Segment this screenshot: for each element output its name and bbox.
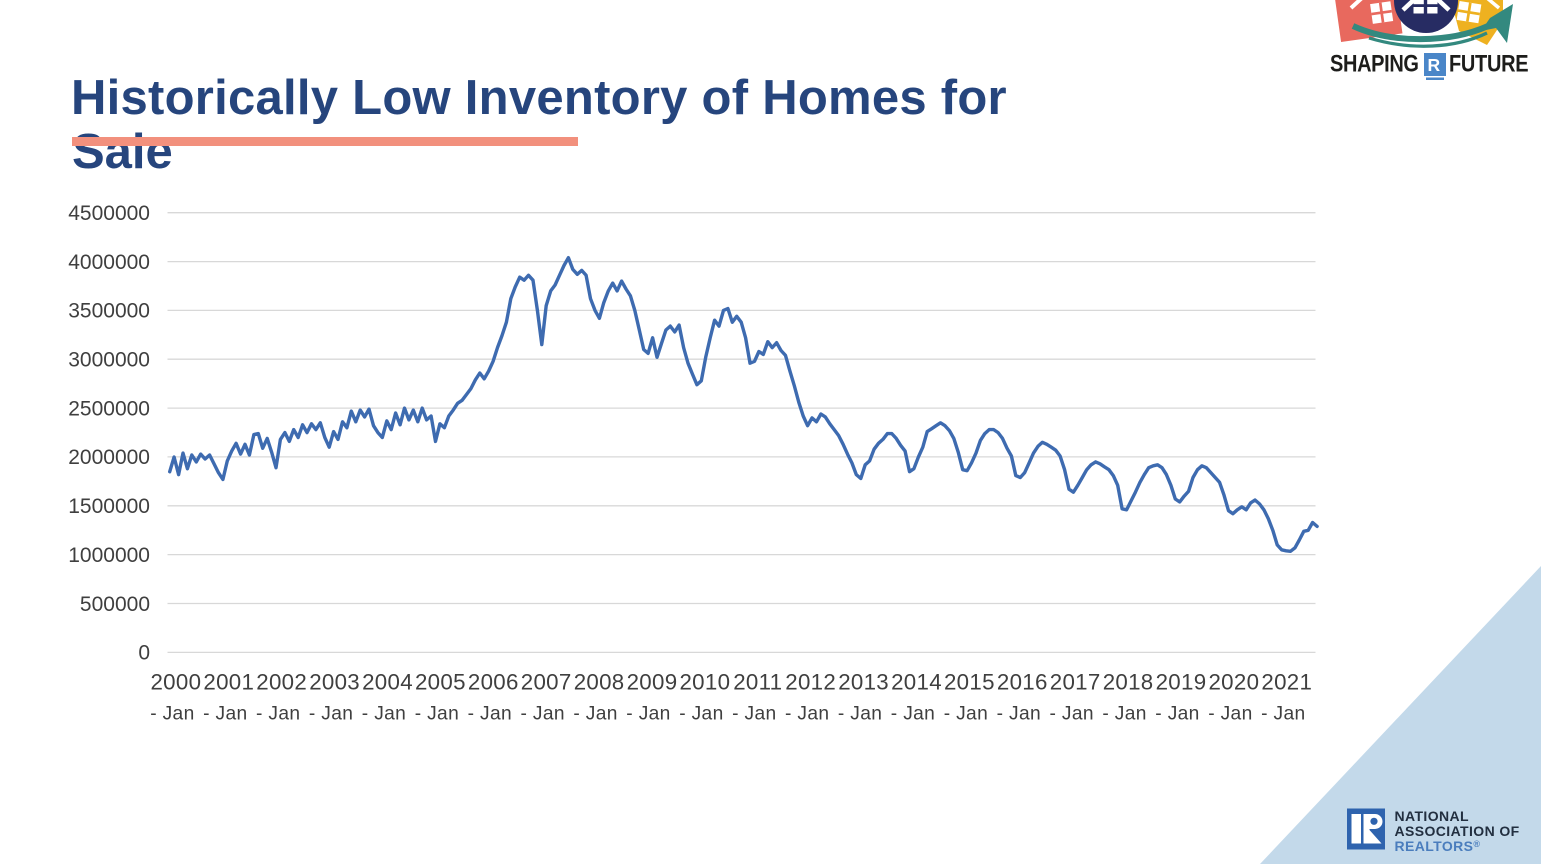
svg-text:2014: 2014 [891,670,942,695]
svg-text:2011: 2011 [733,670,782,695]
svg-text:3500000: 3500000 [68,300,150,323]
svg-text:2019: 2019 [1156,670,1207,695]
svg-text:- Jan: - Jan [1102,704,1146,725]
svg-text:- Jan: - Jan [679,704,723,725]
svg-text:2010: 2010 [679,670,730,695]
svg-text:2020: 2020 [1208,670,1259,695]
svg-text:- Jan: - Jan [1208,704,1252,725]
svg-text:2000000: 2000000 [68,446,150,469]
svg-text:2002: 2002 [256,670,307,695]
svg-text:FUTURE: FUTURE [1449,50,1528,77]
svg-text:- Jan: - Jan [997,704,1041,725]
svg-text:1000000: 1000000 [68,544,150,567]
svg-text:- Jan: - Jan [838,704,882,725]
svg-text:SHAPING: SHAPING [1330,50,1419,77]
svg-text:2012: 2012 [785,670,836,695]
svg-text:2018: 2018 [1103,670,1154,695]
svg-text:- Jan: - Jan [256,704,300,725]
svg-text:REALTORS®: REALTORS® [1395,838,1481,854]
svg-text:2017: 2017 [1050,670,1101,695]
svg-text:2009: 2009 [627,670,678,695]
svg-text:R: R [1428,55,1441,75]
svg-text:- Jan: - Jan [150,704,194,725]
svg-text:2013: 2013 [838,670,889,695]
svg-text:ASSOCIATION OF: ASSOCIATION OF [1395,823,1520,839]
svg-text:500000: 500000 [80,593,150,616]
svg-text:2007: 2007 [521,670,572,695]
svg-text:- Jan: - Jan [468,704,512,725]
svg-text:2004: 2004 [362,670,413,695]
svg-text:2001: 2001 [203,670,254,695]
svg-text:- Jan: - Jan [891,704,935,725]
svg-text:- Jan: - Jan [1155,704,1199,725]
svg-text:- Jan: - Jan [309,704,353,725]
svg-text:2008: 2008 [574,670,625,695]
svg-text:2005: 2005 [415,670,466,695]
svg-text:- Jan: - Jan [415,704,459,725]
svg-text:- Jan: - Jan [732,704,776,725]
svg-text:4500000: 4500000 [68,202,150,225]
svg-text:2015: 2015 [944,670,995,695]
svg-text:- Jan: - Jan [203,704,247,725]
svg-text:- Jan: - Jan [1261,704,1305,725]
svg-text:2006: 2006 [468,670,519,695]
svg-text:4000000: 4000000 [68,251,150,274]
svg-text:- Jan: - Jan [573,704,617,725]
svg-text:0: 0 [138,642,150,665]
svg-text:1500000: 1500000 [68,495,150,518]
svg-text:- Jan: - Jan [785,704,829,725]
svg-text:- Jan: - Jan [362,704,406,725]
svg-text:2021: 2021 [1261,670,1312,695]
svg-text:- Jan: - Jan [520,704,564,725]
svg-text:NATIONAL: NATIONAL [1395,808,1470,824]
svg-text:2016: 2016 [997,670,1048,695]
svg-text:- Jan: - Jan [1049,704,1093,725]
svg-text:2000: 2000 [150,670,201,695]
svg-text:- Jan: - Jan [626,704,670,725]
svg-text:2500000: 2500000 [68,397,150,420]
svg-text:3000000: 3000000 [68,349,150,372]
svg-text:- Jan: - Jan [944,704,988,725]
svg-text:2003: 2003 [309,670,360,695]
